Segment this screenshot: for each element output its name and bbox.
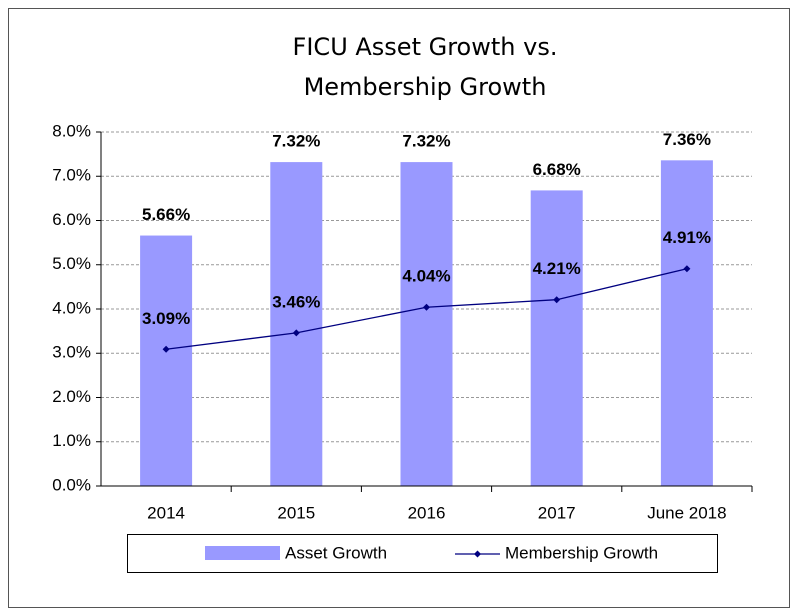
y-tick-label: 7.0%	[52, 166, 91, 185]
bar-value-label: 6.68%	[533, 160, 581, 179]
bar-value-label: 7.32%	[272, 132, 320, 151]
x-tick-label: 2016	[408, 503, 446, 522]
y-tick-label: 6.0%	[52, 210, 91, 229]
bar	[530, 190, 583, 486]
legend-swatch	[205, 546, 280, 560]
y-tick-label: 0.0%	[52, 475, 91, 494]
y-tick-label: 4.0%	[52, 298, 91, 317]
bar	[140, 235, 193, 486]
bar	[660, 160, 713, 486]
bar	[270, 162, 323, 486]
legend-label: Asset Growth	[285, 543, 387, 562]
line-marker	[683, 265, 691, 273]
line-value-label: 4.21%	[533, 259, 581, 278]
line-value-label: 3.46%	[272, 292, 320, 311]
legend-swatch	[474, 550, 481, 558]
x-tick-label: 2015	[277, 503, 315, 522]
y-tick-label: 2.0%	[52, 387, 91, 406]
x-tick-label: 2017	[538, 503, 576, 522]
y-tick-label: 8.0%	[52, 121, 91, 140]
line-marker	[423, 303, 430, 311]
legend-label: Membership Growth	[505, 543, 658, 562]
bar-value-label: 7.36%	[663, 130, 711, 149]
line-marker	[162, 345, 170, 353]
chart-border	[8, 8, 790, 608]
bar-value-label: 5.66%	[142, 205, 190, 224]
y-tick-label: 5.0%	[52, 254, 91, 273]
chart-title: Membership Growth	[304, 73, 547, 101]
y-tick-label: 3.0%	[52, 343, 91, 362]
y-tick-label: 1.0%	[52, 431, 91, 450]
line-value-label: 3.09%	[142, 309, 190, 328]
bar-value-label: 7.32%	[402, 132, 450, 151]
line-marker	[553, 296, 561, 304]
x-tick-label: 2014	[147, 503, 185, 522]
line-value-label: 4.04%	[402, 267, 450, 286]
x-tick-label: June 2018	[647, 503, 726, 522]
bar	[400, 162, 453, 486]
line-value-label: 4.91%	[663, 228, 711, 247]
chart-title: FICU Asset Growth vs.	[293, 33, 558, 61]
line-marker	[292, 329, 300, 337]
